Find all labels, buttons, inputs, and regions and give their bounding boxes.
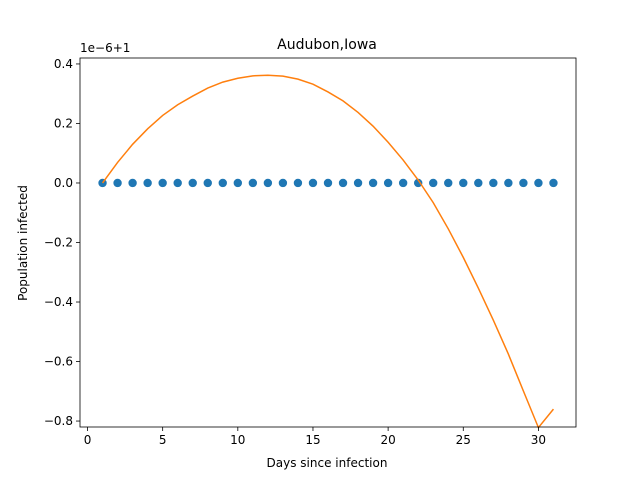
y-tick-label: 0.2 xyxy=(54,116,73,130)
axes-frame xyxy=(79,57,577,428)
x-tick-label: 25 xyxy=(456,433,471,447)
scatter-point xyxy=(278,178,288,188)
x-tick-label: 15 xyxy=(305,433,320,447)
y-tick-label: −0.4 xyxy=(44,295,73,309)
scatter-point xyxy=(519,178,528,188)
scatter-point xyxy=(383,178,393,188)
scatter-point xyxy=(143,178,152,188)
scatter-point xyxy=(398,178,408,188)
y-tick-label: −0.6 xyxy=(44,355,73,369)
scatter-point xyxy=(459,178,468,188)
y-axis-label: Population infected xyxy=(16,185,30,301)
scatter-point xyxy=(248,178,258,188)
y-offset-label: 1e−6+1 xyxy=(80,41,130,55)
y-tick-label: 0.0 xyxy=(54,176,73,190)
series-line xyxy=(101,74,555,430)
scatter-point xyxy=(489,178,498,188)
plot-area xyxy=(98,74,558,430)
scatter-point xyxy=(534,178,543,188)
chart-title: Audubon,Iowa xyxy=(277,37,377,53)
scatter-point xyxy=(188,178,197,188)
scatter-point xyxy=(308,178,318,188)
scatter-point xyxy=(128,178,137,188)
scatter-point xyxy=(293,178,303,188)
x-tick-label: 0 xyxy=(84,433,92,447)
scatter-point xyxy=(233,178,243,188)
scatter-point xyxy=(474,178,483,188)
y-tick-label: −0.2 xyxy=(44,236,73,250)
x-tick-label: 5 xyxy=(159,433,167,447)
scatter-point xyxy=(338,178,348,188)
scatter-point xyxy=(368,178,378,188)
y-tick-label: 0.4 xyxy=(54,57,73,71)
y-tick-label: −0.8 xyxy=(44,414,73,428)
scatter-point xyxy=(323,178,333,188)
scatter-point xyxy=(353,178,363,188)
scatter-point xyxy=(263,178,273,188)
x-tick-label: 30 xyxy=(531,433,546,447)
x-tick-label: 20 xyxy=(380,433,395,447)
scatter-point xyxy=(504,178,513,188)
x-axis-label: Days since infection xyxy=(267,456,388,470)
scatter-point xyxy=(413,178,423,188)
scatter-point xyxy=(444,178,453,188)
x-tick-label: 10 xyxy=(230,433,245,447)
scatter-point xyxy=(218,178,227,188)
scatter-point xyxy=(173,178,182,188)
scatter-point xyxy=(549,178,558,188)
scatter-point xyxy=(113,178,122,188)
scatter-point xyxy=(158,178,167,188)
scatter-point xyxy=(203,178,212,188)
scatter-point xyxy=(429,178,438,188)
